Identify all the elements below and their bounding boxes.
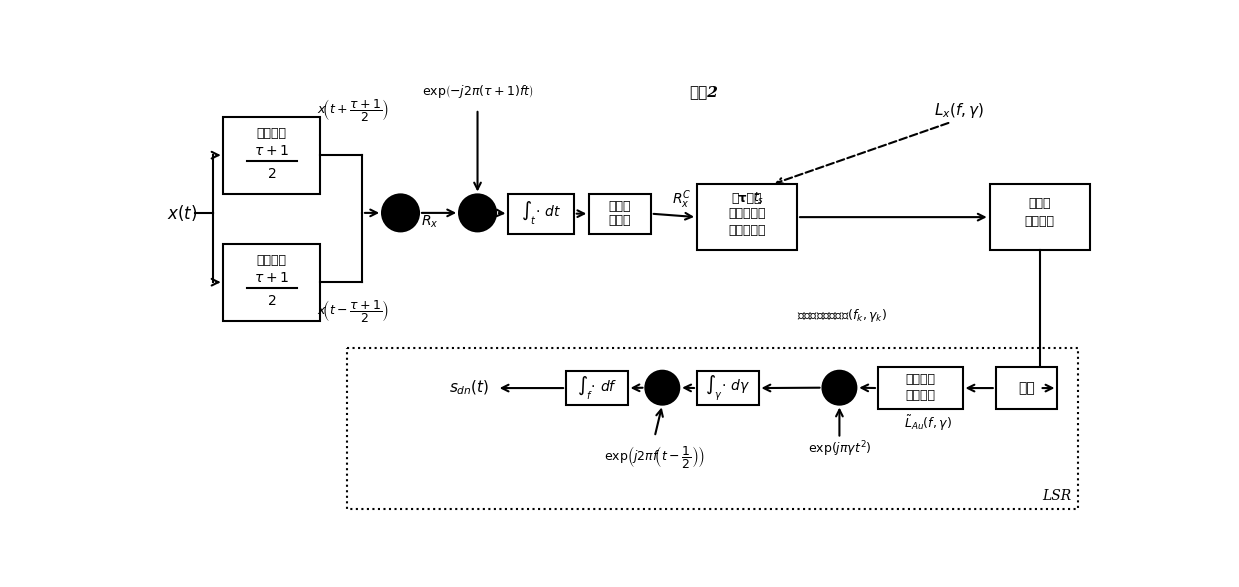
- Bar: [590, 194, 650, 234]
- Text: $\int_\gamma\!\cdot\,d\gamma$: $\int_\gamma\!\cdot\,d\gamma$: [705, 373, 751, 403]
- Text: 沿τ维、: 沿τ维、: [732, 192, 762, 205]
- Bar: [566, 371, 628, 406]
- Bar: [996, 367, 1057, 409]
- Text: 逆变换: 逆变换: [608, 214, 631, 227]
- Text: 负向时移: 负向时移: [256, 254, 286, 267]
- Text: $x\!\left(t-\dfrac{\tau+1}{2}\right)$: $x\!\left(t-\dfrac{\tau+1}{2}\right)$: [317, 298, 389, 325]
- Text: 相位开方: 相位开方: [906, 389, 935, 402]
- Text: $2$: $2$: [266, 167, 276, 181]
- Text: $\int_t\!\cdot\,dt$: $\int_t\!\cdot\,dt$: [520, 200, 561, 227]
- Text: 掩膜: 掩膜: [1018, 381, 1035, 395]
- Bar: [347, 348, 1078, 510]
- Text: $s_{dn}(t)$: $s_{dn}(t)$: [449, 379, 489, 397]
- Bar: [698, 184, 797, 250]
- Text: LSR: LSR: [1043, 489, 1072, 503]
- Text: $\exp\!\left(-j2\pi(\tau+1)ft\right)$: $\exp\!\left(-j2\pi(\tau+1)ft\right)$: [421, 83, 534, 100]
- Text: $\tau+1$: $\tau+1$: [254, 144, 289, 158]
- Circle shape: [458, 194, 496, 231]
- Text: 得信号尖峰位置：$(f_k,\gamma_k)$: 得信号尖峰位置：$(f_k,\gamma_k)$: [797, 307, 887, 324]
- Bar: [878, 367, 963, 409]
- Text: 步骤2: 步骤2: [689, 85, 719, 99]
- Circle shape: [823, 371, 856, 404]
- Text: $R_x^C$: $R_x^C$: [673, 188, 691, 211]
- Text: $t_s$: $t_s$: [753, 191, 764, 206]
- Text: $x\!\left(t+\dfrac{\tau+1}{2}\right)$: $x\!\left(t+\dfrac{\tau+1}{2}\right)$: [317, 97, 389, 123]
- Text: 对幅值和: 对幅值和: [906, 373, 935, 386]
- Text: 维进行两次: 维进行两次: [729, 207, 766, 220]
- Text: $L_x(f,\gamma)$: $L_x(f,\gamma)$: [934, 101, 984, 120]
- Text: $\exp(j\pi\gamma t^2)$: $\exp(j\pi\gamma t^2)$: [808, 440, 871, 459]
- Text: $2$: $2$: [266, 295, 276, 308]
- Text: $\tau+1$: $\tau+1$: [254, 271, 289, 285]
- Text: $\int_f\!\cdot\,df$: $\int_f\!\cdot\,df$: [576, 375, 617, 402]
- Circle shape: [646, 371, 679, 404]
- Text: 正向时移: 正向时移: [256, 127, 286, 140]
- Bar: [990, 184, 1089, 250]
- Text: 傅里叶: 傅里叶: [608, 200, 631, 213]
- Bar: [223, 117, 320, 194]
- Bar: [223, 244, 320, 321]
- Text: 傅里叶变换: 傅里叶变换: [729, 224, 766, 237]
- Text: $\exp\!\left(j2\pi f\!\left(t-\dfrac{1}{2}\right)\right)$: $\exp\!\left(j2\pi f\!\left(t-\dfrac{1}{…: [605, 444, 705, 470]
- Bar: [508, 194, 574, 234]
- Text: $R_x$: $R_x$: [421, 214, 439, 230]
- Text: 信号检测: 信号检测: [1025, 215, 1054, 228]
- Text: 恒虚警: 恒虚警: [1028, 197, 1051, 210]
- Text: $\tilde{L}_{Au}(f,\gamma)$: $\tilde{L}_{Au}(f,\gamma)$: [904, 413, 952, 433]
- Bar: [698, 371, 758, 406]
- Text: $x(t)$: $x(t)$: [167, 203, 197, 223]
- Circle shape: [382, 194, 419, 231]
